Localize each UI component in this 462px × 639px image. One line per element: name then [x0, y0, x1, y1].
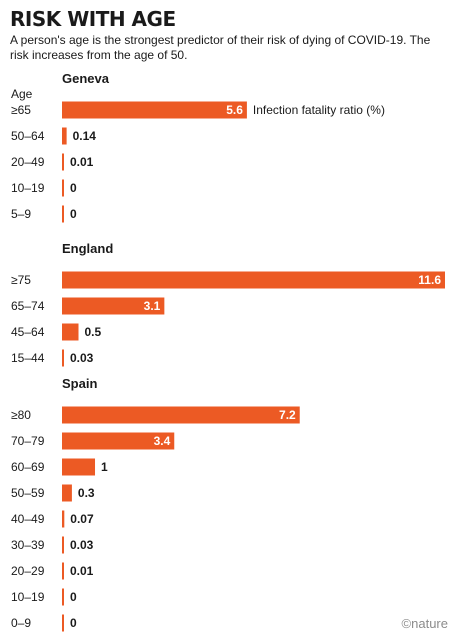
data-label: 7.2	[279, 408, 296, 422]
bar-spain-3	[62, 484, 72, 502]
bar-england-0	[62, 271, 445, 289]
chart-title: RISK WITH AGE	[10, 7, 176, 31]
bar-england-1	[62, 297, 165, 315]
bar-geneva-2	[62, 153, 64, 171]
age-tick-label: 65–74	[11, 299, 45, 313]
age-tick-label: 15–44	[11, 351, 45, 365]
age-tick-label: 30–39	[11, 538, 45, 552]
data-label: 0.3	[78, 486, 95, 500]
bar-spain-0	[62, 406, 300, 424]
age-tick-label: 40–49	[11, 512, 45, 526]
age-tick-label: 50–64	[11, 129, 45, 143]
bar-geneva-0	[62, 101, 247, 119]
bar-spain-6	[62, 562, 64, 580]
age-tick-label: ≥75	[11, 273, 31, 287]
age-tick-label: 70–79	[11, 434, 45, 448]
data-label: 0.14	[73, 129, 97, 143]
data-label: 1	[101, 460, 108, 474]
age-tick-label: 5–9	[11, 207, 31, 221]
group-label-spain: Spain	[62, 376, 97, 391]
data-label: 0.5	[85, 325, 102, 339]
age-tick-label: 20–49	[11, 155, 45, 169]
age-axis-heading: Age	[11, 87, 33, 101]
bar-spain-7	[62, 588, 64, 606]
bar-spain-2	[62, 458, 96, 476]
bar-spain-4	[62, 510, 65, 528]
bar-geneva-1	[62, 127, 67, 145]
age-tick-label: 20–29	[11, 564, 45, 578]
data-label: 0.01	[70, 564, 94, 578]
data-label: 11.6	[418, 273, 441, 287]
data-label: 0.03	[70, 538, 94, 552]
data-label: 0	[70, 616, 77, 630]
bar-spain-8	[62, 614, 64, 632]
bar-spain-1	[62, 432, 175, 450]
bar-geneva-3	[62, 179, 64, 197]
data-label: 0.03	[70, 351, 94, 365]
chart-subtitle: A person's age is the strongest predicto…	[10, 33, 431, 62]
data-label: 3.4	[154, 434, 171, 448]
group-label-geneva: Geneva	[62, 71, 110, 86]
group-label-england: England	[62, 241, 113, 256]
data-label: 0	[70, 181, 77, 195]
bar-geneva-4	[62, 205, 64, 223]
age-tick-label: ≥65	[11, 103, 31, 117]
age-tick-label: 10–19	[11, 181, 45, 195]
age-tick-label: 0–9	[11, 616, 31, 630]
age-tick-label: 60–69	[11, 460, 45, 474]
data-label: 0.07	[70, 512, 94, 526]
bar-spain-5	[62, 536, 64, 554]
series-label: Infection fatality ratio (%)	[253, 103, 385, 117]
age-tick-label: 50–59	[11, 486, 45, 500]
age-tick-label: ≥80	[11, 408, 31, 422]
age-tick-label: 45–64	[11, 325, 45, 339]
data-label: 0.01	[70, 155, 94, 169]
data-label: 0	[70, 590, 77, 604]
data-label: 3.1	[144, 299, 161, 313]
data-label: 0	[70, 207, 77, 221]
data-label: 5.6	[226, 103, 243, 117]
age-tick-label: 10–19	[11, 590, 45, 604]
nature-credit: ©nature	[401, 616, 448, 631]
bar-england-3	[62, 349, 64, 367]
bar-england-2	[62, 323, 79, 341]
